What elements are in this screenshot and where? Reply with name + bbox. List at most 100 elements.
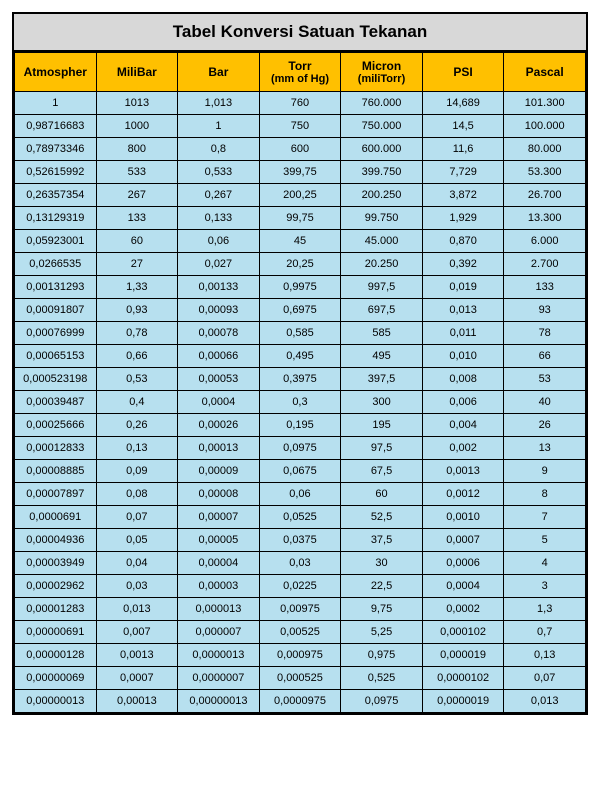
conversion-table: AtmospherMiliBarBarTorr(mm of Hg)Micron(…	[14, 52, 586, 713]
cell: 1,013	[178, 92, 260, 115]
cell: 399.750	[341, 161, 423, 184]
cell: 0,013	[422, 299, 504, 322]
cell: 101.300	[504, 92, 586, 115]
cell: 0,0000007	[178, 667, 260, 690]
col-5: PSI	[422, 53, 504, 92]
cell: 0,26357354	[15, 184, 97, 207]
cell: 0,00066	[178, 345, 260, 368]
cell: 0,13129319	[15, 207, 97, 230]
cell: 0,07	[504, 667, 586, 690]
col-label: PSI	[453, 65, 472, 79]
cell: 0,00008	[178, 483, 260, 506]
table-row: 0,000394870,40,00040,33000,00640	[15, 391, 586, 414]
cell: 5	[504, 529, 586, 552]
table-row: 110131,013760760.00014,689101.300	[15, 92, 586, 115]
cell: 1,33	[96, 276, 178, 299]
cell: 0,05923001	[15, 230, 97, 253]
table-row: 0,001312931,330,001330,9975997,50,019133	[15, 276, 586, 299]
cell: 7,729	[422, 161, 504, 184]
col-label: Bar	[208, 65, 228, 79]
cell: 0,00005	[178, 529, 260, 552]
table-row: 0,000000690,00070,00000070,0005250,5250,…	[15, 667, 586, 690]
table-row: 0,9871668310001750750.00014,5100.000	[15, 115, 586, 138]
cell: 0,00003949	[15, 552, 97, 575]
table-row: 0,526159925330,533399,75399.7507,72953.3…	[15, 161, 586, 184]
cell: 760.000	[341, 92, 423, 115]
cell: 0,00131293	[15, 276, 97, 299]
cell: 3	[504, 575, 586, 598]
cell: 0,0006	[422, 552, 504, 575]
cell: 600	[259, 138, 341, 161]
cell: 0,06	[178, 230, 260, 253]
cell: 0,0007	[96, 667, 178, 690]
cell: 0,0675	[259, 460, 341, 483]
cell: 37,5	[341, 529, 423, 552]
cell: 0,00000013	[15, 690, 97, 713]
col-6: Pascal	[504, 53, 586, 92]
cell: 9	[504, 460, 586, 483]
cell: 0,00004	[178, 552, 260, 575]
table-row: 0,000039490,040,000040,03300,00064	[15, 552, 586, 575]
cell: 53	[504, 368, 586, 391]
cell: 0,00000013	[178, 690, 260, 713]
cell: 0,00009	[178, 460, 260, 483]
table-row: 0,000918070,930,000930,6975697,50,01393	[15, 299, 586, 322]
cell: 0,533	[178, 161, 260, 184]
cell: 1	[15, 92, 97, 115]
col-sublabel: (mm of Hg)	[262, 73, 339, 85]
cell: 26.700	[504, 184, 586, 207]
cell: 533	[96, 161, 178, 184]
cell: 300	[341, 391, 423, 414]
cell: 0,00004936	[15, 529, 97, 552]
cell: 0,000523198	[15, 368, 97, 391]
cell: 0,07	[96, 506, 178, 529]
cell: 0,00001283	[15, 598, 97, 621]
table-body: 110131,013760760.00014,689101.3000,98716…	[15, 92, 586, 713]
cell: 7	[504, 506, 586, 529]
cell: 78	[504, 322, 586, 345]
cell: 13	[504, 437, 586, 460]
col-sublabel: (miliTorr)	[343, 73, 420, 85]
cell: 0,0002	[422, 598, 504, 621]
cell: 750.000	[341, 115, 423, 138]
cell: 0,0975	[259, 437, 341, 460]
cell: 0,0225	[259, 575, 341, 598]
cell: 0,08	[96, 483, 178, 506]
cell: 1,3	[504, 598, 586, 621]
table-row: 0,0266535270,02720,2520.2500,3922.700	[15, 253, 586, 276]
cell: 0,0004	[422, 575, 504, 598]
cell: 97,5	[341, 437, 423, 460]
cell: 1000	[96, 115, 178, 138]
table-row: 0,263573542670,267200,25200.2503,87226.7…	[15, 184, 586, 207]
cell: 60	[96, 230, 178, 253]
table-row: 0,00006910,070,000070,052552,50,00107	[15, 506, 586, 529]
cell: 9,75	[341, 598, 423, 621]
cell: 697,5	[341, 299, 423, 322]
cell: 495	[341, 345, 423, 368]
cell: 13.300	[504, 207, 586, 230]
cell: 14,689	[422, 92, 504, 115]
cell: 0,00000691	[15, 621, 97, 644]
cell: 0,93	[96, 299, 178, 322]
cell: 133	[504, 276, 586, 299]
cell: 0,0000102	[422, 667, 504, 690]
cell: 0,0010	[422, 506, 504, 529]
cell: 0,6975	[259, 299, 341, 322]
cell: 0,975	[341, 644, 423, 667]
cell: 0,00007897	[15, 483, 97, 506]
cell: 399,75	[259, 161, 341, 184]
cell: 0,8	[178, 138, 260, 161]
cell: 0,392	[422, 253, 504, 276]
cell: 0,267	[178, 184, 260, 207]
table-row: 0,000078970,080,000080,06600,00128	[15, 483, 586, 506]
cell: 0,0004	[178, 391, 260, 414]
cell: 20.250	[341, 253, 423, 276]
cell: 1,929	[422, 207, 504, 230]
cell: 0,195	[259, 414, 341, 437]
table-row: 0,000000130,000130,000000130,00009750,09…	[15, 690, 586, 713]
cell: 0,00000128	[15, 644, 97, 667]
cell: 0,000013	[178, 598, 260, 621]
cell: 0,027	[178, 253, 260, 276]
cell: 0,05	[96, 529, 178, 552]
cell: 0,53	[96, 368, 178, 391]
